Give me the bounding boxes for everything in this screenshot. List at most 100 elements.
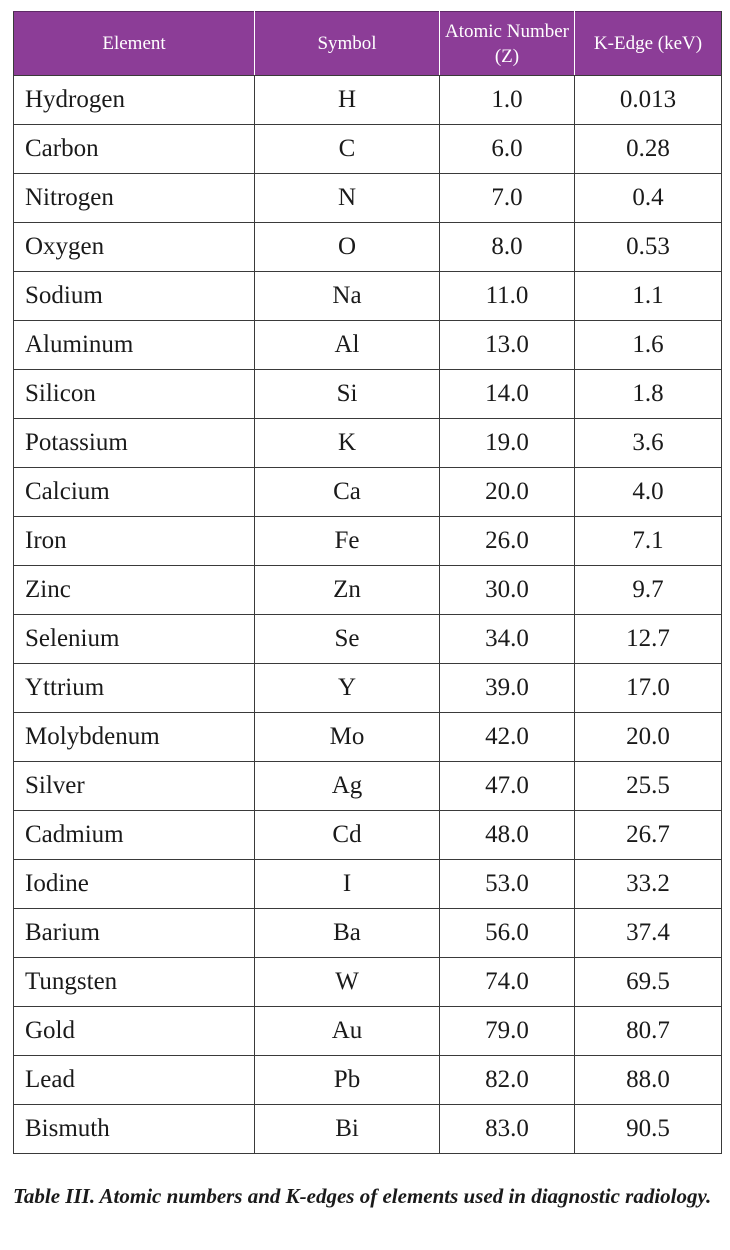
- cell-element: Carbon: [13, 124, 255, 174]
- table-body: Hydrogen H 1.0 0.013 Carbon C 6.0 0.28 Nitrogen N…: [13, 75, 722, 1154]
- cell-element: Sodium: [13, 271, 255, 321]
- header-element: Element: [13, 11, 255, 76]
- cell-symbol: Cd: [254, 810, 440, 860]
- cell-symbol: W: [254, 957, 440, 1007]
- cell-atomic-number: 74.0: [439, 957, 575, 1007]
- table-row: Molybdenum Mo 42.0 20.0: [13, 712, 722, 762]
- cell-k-edge: 37.4: [574, 908, 722, 958]
- table-container: Element Symbol Atomic Number (Z) K-Edge …: [13, 11, 722, 1154]
- cell-element: Hydrogen: [13, 75, 255, 125]
- cell-atomic-number: 42.0: [439, 712, 575, 762]
- cell-element: Silver: [13, 761, 255, 811]
- cell-k-edge: 80.7: [574, 1006, 722, 1056]
- table-row: Hydrogen H 1.0 0.013: [13, 75, 722, 125]
- table-row: Zinc Zn 30.0 9.7: [13, 565, 722, 615]
- cell-element: Potassium: [13, 418, 255, 468]
- table-row: Silver Ag 47.0 25.5: [13, 761, 722, 811]
- cell-atomic-number: 82.0: [439, 1055, 575, 1105]
- table-row: Iodine I 53.0 33.2: [13, 859, 722, 909]
- cell-element: Cadmium: [13, 810, 255, 860]
- cell-k-edge: 1.6: [574, 320, 722, 370]
- cell-element: Lead: [13, 1055, 255, 1105]
- cell-symbol: Mo: [254, 712, 440, 762]
- cell-atomic-number: 26.0: [439, 516, 575, 566]
- cell-element: Yttrium: [13, 663, 255, 713]
- cell-element: Selenium: [13, 614, 255, 664]
- cell-element: Barium: [13, 908, 255, 958]
- cell-atomic-number: 53.0: [439, 859, 575, 909]
- cell-symbol: Zn: [254, 565, 440, 615]
- header-k-edge: K-Edge (keV): [574, 11, 722, 76]
- cell-element: Nitrogen: [13, 173, 255, 223]
- cell-atomic-number: 56.0: [439, 908, 575, 958]
- cell-element: Molybdenum: [13, 712, 255, 762]
- cell-atomic-number: 20.0: [439, 467, 575, 517]
- cell-atomic-number: 13.0: [439, 320, 575, 370]
- cell-atomic-number: 79.0: [439, 1006, 575, 1056]
- header-atomic-number: Atomic Number (Z): [439, 11, 575, 76]
- cell-symbol: Ca: [254, 467, 440, 517]
- cell-symbol: Ba: [254, 908, 440, 958]
- cell-k-edge: 69.5: [574, 957, 722, 1007]
- cell-symbol: Se: [254, 614, 440, 664]
- table-row: Sodium Na 11.0 1.1: [13, 271, 722, 321]
- cell-element: Aluminum: [13, 320, 255, 370]
- cell-atomic-number: 19.0: [439, 418, 575, 468]
- cell-k-edge: 12.7: [574, 614, 722, 664]
- cell-atomic-number: 8.0: [439, 222, 575, 272]
- cell-k-edge: 4.0: [574, 467, 722, 517]
- cell-k-edge: 0.4: [574, 173, 722, 223]
- cell-element: Iron: [13, 516, 255, 566]
- cell-atomic-number: 11.0: [439, 271, 575, 321]
- cell-symbol: Bi: [254, 1104, 440, 1154]
- cell-element: Oxygen: [13, 222, 255, 272]
- cell-atomic-number: 1.0: [439, 75, 575, 125]
- cell-symbol: C: [254, 124, 440, 174]
- cell-atomic-number: 47.0: [439, 761, 575, 811]
- cell-symbol: I: [254, 859, 440, 909]
- cell-k-edge: 1.1: [574, 271, 722, 321]
- cell-atomic-number: 34.0: [439, 614, 575, 664]
- table-row: Cadmium Cd 48.0 26.7: [13, 810, 722, 860]
- cell-symbol: Ag: [254, 761, 440, 811]
- cell-k-edge: 20.0: [574, 712, 722, 762]
- cell-k-edge: 25.5: [574, 761, 722, 811]
- cell-k-edge: 7.1: [574, 516, 722, 566]
- header-row: Element Symbol Atomic Number (Z) K-Edge …: [13, 11, 722, 76]
- cell-symbol: Na: [254, 271, 440, 321]
- cell-element: Calcium: [13, 467, 255, 517]
- table-row: Calcium Ca 20.0 4.0: [13, 467, 722, 517]
- cell-symbol: Au: [254, 1006, 440, 1056]
- cell-k-edge: 0.28: [574, 124, 722, 174]
- cell-atomic-number: 83.0: [439, 1104, 575, 1154]
- cell-k-edge: 3.6: [574, 418, 722, 468]
- cell-element: Gold: [13, 1006, 255, 1056]
- table-row: Gold Au 79.0 80.7: [13, 1006, 722, 1056]
- table-row: Carbon C 6.0 0.28: [13, 124, 722, 174]
- cell-k-edge: 33.2: [574, 859, 722, 909]
- cell-k-edge: 26.7: [574, 810, 722, 860]
- cell-symbol: Y: [254, 663, 440, 713]
- table-row: Aluminum Al 13.0 1.6: [13, 320, 722, 370]
- cell-k-edge: 90.5: [574, 1104, 722, 1154]
- cell-atomic-number: 14.0: [439, 369, 575, 419]
- cell-symbol: H: [254, 75, 440, 125]
- cell-k-edge: 1.8: [574, 369, 722, 419]
- cell-element: Iodine: [13, 859, 255, 909]
- header-symbol: Symbol: [254, 11, 440, 76]
- cell-k-edge: 0.013: [574, 75, 722, 125]
- table-row: Potassium K 19.0 3.6: [13, 418, 722, 468]
- table-caption: Table III. Atomic numbers and K-edges of…: [13, 1184, 712, 1208]
- table-row: Oxygen O 8.0 0.53: [13, 222, 722, 272]
- table-row: Iron Fe 26.0 7.1: [13, 516, 722, 566]
- cell-symbol: Pb: [254, 1055, 440, 1105]
- table-row: Barium Ba 56.0 37.4: [13, 908, 722, 958]
- cell-element: Zinc: [13, 565, 255, 615]
- table-row: Tungsten W 74.0 69.5: [13, 957, 722, 1007]
- cell-symbol: Fe: [254, 516, 440, 566]
- table-row: Yttrium Y 39.0 17.0: [13, 663, 722, 713]
- cell-k-edge: 88.0: [574, 1055, 722, 1105]
- cell-element: Tungsten: [13, 957, 255, 1007]
- cell-element: Silicon: [13, 369, 255, 419]
- table-row: Nitrogen N 7.0 0.4: [13, 173, 722, 223]
